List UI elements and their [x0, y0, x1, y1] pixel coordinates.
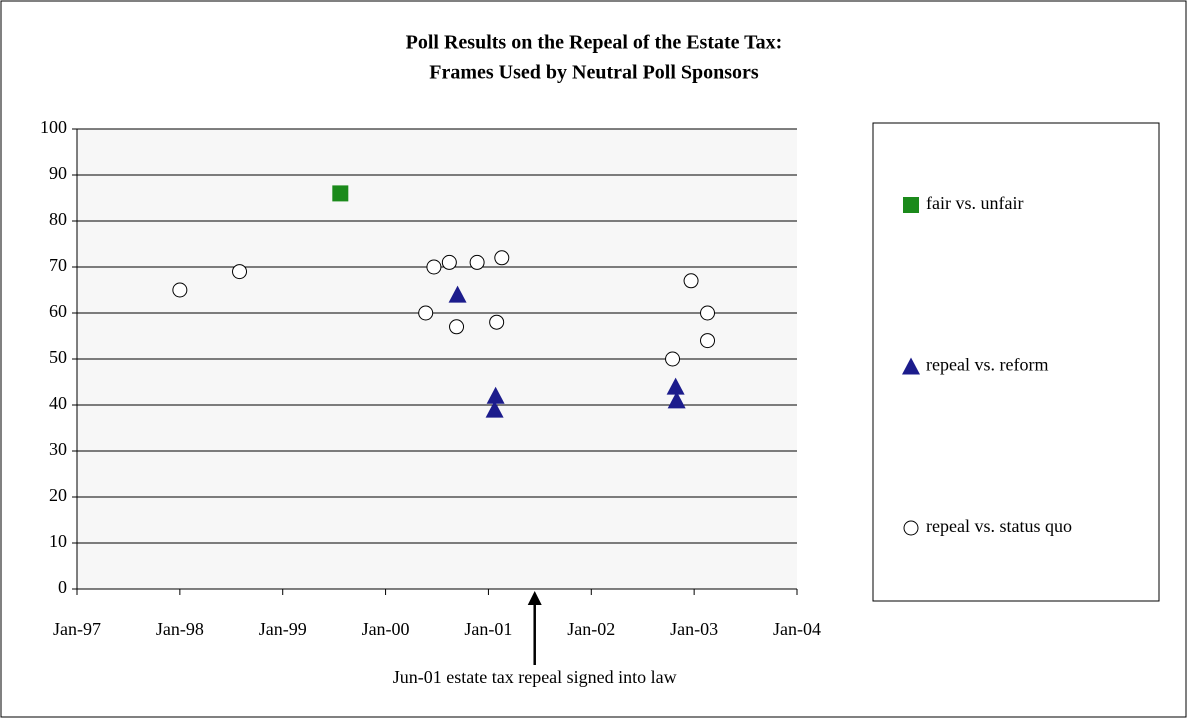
x-tick-label: Jan-98 [156, 619, 204, 639]
legend-label: repeal vs. status quo [926, 516, 1072, 536]
y-tick-label: 40 [49, 393, 67, 413]
marker-circle [903, 520, 919, 536]
marker-triangle [666, 377, 685, 395]
y-tick-label: 70 [49, 255, 67, 275]
chart-title: Frames Used by Neutral Poll Sponsors [429, 62, 759, 84]
legend-label: repeal vs. reform [926, 355, 1048, 375]
legend-box [872, 122, 1160, 602]
marker-circle [469, 254, 485, 270]
marker-circle [489, 314, 505, 330]
x-tick-label: Jan-03 [670, 619, 718, 639]
marker-circle [418, 305, 434, 321]
marker-circle [665, 351, 681, 367]
x-tick-label: Jan-02 [567, 619, 615, 639]
marker-circle [172, 282, 188, 298]
marker-triangle [486, 386, 505, 404]
marker-circle [426, 259, 442, 275]
marker-triangle [485, 400, 504, 418]
marker-triangle [667, 391, 686, 409]
y-tick-label: 20 [49, 485, 67, 505]
x-tick-label: Jan-01 [464, 619, 512, 639]
chart-title: Poll Results on the Repeal of the Estate… [406, 32, 783, 54]
marker-triangle [902, 357, 920, 375]
marker-circle [700, 333, 716, 349]
marker-circle [494, 250, 510, 266]
marker-circle [449, 319, 465, 335]
x-tick-label: Jan-00 [362, 619, 410, 639]
marker-triangle [448, 285, 467, 303]
y-tick-label: 100 [40, 117, 67, 137]
y-tick-label: 30 [49, 439, 67, 459]
y-tick-label: 10 [49, 531, 67, 551]
legend-label: fair vs. unfair [926, 193, 1023, 213]
x-tick-label: Jan-04 [773, 619, 821, 639]
marker-square [332, 185, 349, 202]
marker-circle [700, 305, 716, 321]
annotation-arrowhead [527, 591, 542, 605]
marker-square [903, 197, 919, 213]
x-tick-label: Jan-97 [53, 619, 101, 639]
y-tick-label: 50 [49, 347, 67, 367]
x-tick-label: Jan-99 [259, 619, 307, 639]
marker-circle [441, 254, 457, 270]
y-tick-label: 90 [49, 163, 67, 183]
annotation-text: Jun-01 estate tax repeal signed into law [393, 667, 677, 687]
y-tick-label: 0 [58, 577, 67, 597]
marker-circle [232, 264, 248, 280]
y-tick-label: 60 [49, 301, 67, 321]
y-tick-label: 80 [49, 209, 67, 229]
marker-circle [683, 273, 699, 289]
